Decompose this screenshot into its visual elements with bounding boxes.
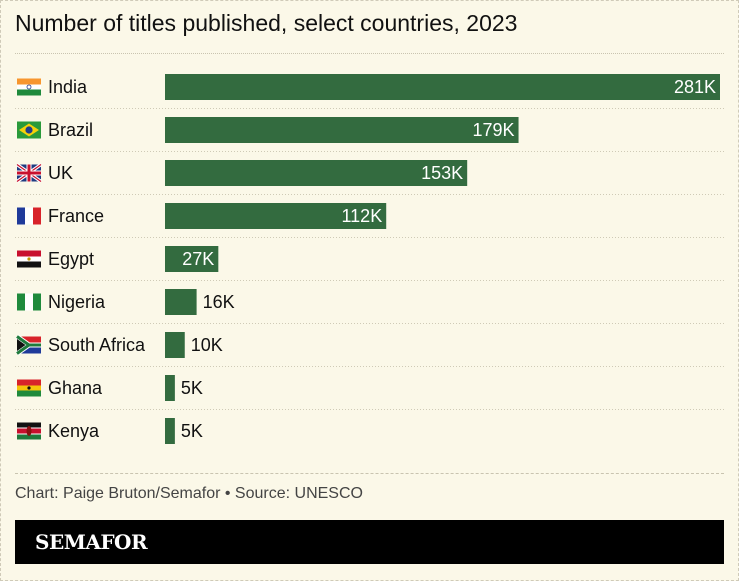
chart-credit: Chart: Paige Bruton/Semafor • Source: UN… xyxy=(15,485,363,502)
category-label: Kenya xyxy=(48,421,100,441)
data-label: 112K xyxy=(342,206,383,226)
category-label: South Africa xyxy=(48,335,146,355)
category-label: Egypt xyxy=(48,249,94,269)
data-label: 16K xyxy=(203,292,235,312)
data-label: 179K xyxy=(472,120,514,140)
ghana-flag-icon xyxy=(17,379,41,397)
divider xyxy=(15,53,724,54)
bar xyxy=(165,418,175,444)
bar xyxy=(165,332,185,358)
category-label: India xyxy=(48,77,88,97)
india-flag-icon xyxy=(17,78,41,96)
uk-flag-icon xyxy=(15,163,43,183)
data-label: 5K xyxy=(181,378,203,398)
data-label: 281K xyxy=(674,77,716,97)
bar xyxy=(165,289,197,315)
kenya-flag-icon xyxy=(17,422,41,440)
data-label: 153K xyxy=(421,163,463,183)
bar xyxy=(165,203,387,229)
data-label: 10K xyxy=(191,335,223,355)
data-label: 27K xyxy=(182,249,214,269)
bar xyxy=(165,375,175,401)
egypt-flag-icon xyxy=(17,250,41,268)
category-label: France xyxy=(48,206,104,226)
bar-chart: India 281K Brazil 179K UK 153K France 112K Egypt… xyxy=(15,74,724,444)
semafor-logo: SEMAFOR xyxy=(35,530,148,554)
category-label: Brazil xyxy=(48,120,93,140)
bar xyxy=(165,160,468,186)
nigeria-flag-icon xyxy=(17,293,41,311)
category-label: UK xyxy=(48,163,73,183)
brazil-flag-icon xyxy=(17,121,41,139)
category-label: Nigeria xyxy=(48,292,106,312)
logo-banner: SEMAFOR xyxy=(15,520,724,564)
data-label: 5K xyxy=(181,421,203,441)
bar xyxy=(165,74,720,100)
divider xyxy=(15,473,724,474)
bar xyxy=(165,117,519,143)
france-flag-icon xyxy=(17,207,41,225)
bar xyxy=(165,246,219,272)
south-africa-flag-icon xyxy=(15,334,41,356)
chart-title: Number of titles published, select count… xyxy=(15,10,518,36)
category-label: Ghana xyxy=(48,378,103,398)
